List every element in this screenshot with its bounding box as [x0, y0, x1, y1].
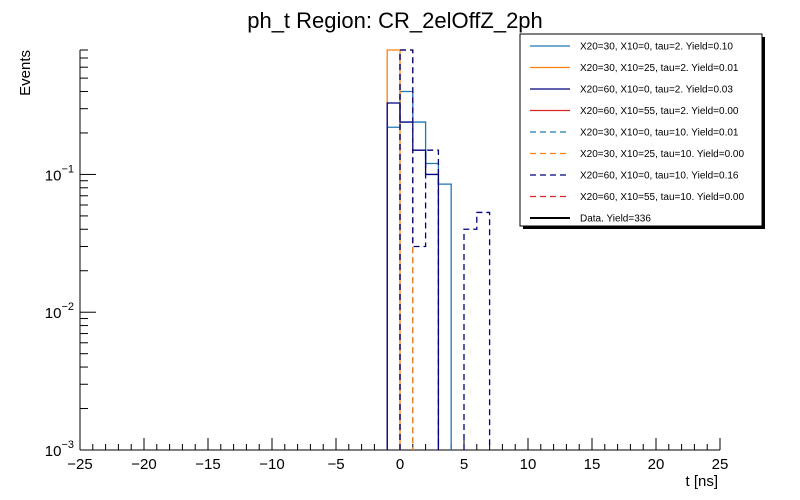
x-tick-label: −5: [327, 456, 344, 473]
histogram-series: [386, 90, 452, 450]
x-tick-label: −10: [259, 456, 284, 473]
legend-entry-label: X20=30, X10=25, tau=10. Yield=0.00: [580, 149, 744, 160]
legend-entry-label: X20=60, X10=55, tau=2. Yield=0.00: [580, 106, 739, 117]
legend-entry-label: X20=60, X10=0, tau=2. Yield=0.03: [580, 85, 733, 96]
x-tick-label: −20: [131, 456, 156, 473]
y-tick-label: 10−3: [45, 439, 74, 460]
legend-entry-label: Data. Yield=336: [580, 214, 651, 225]
plot-area: −25 −20 −15 −10 −5 0 5 10 15 20 25 10−3 10−2 10−1: [45, 49, 729, 473]
legend-entry-label: X20=30, X10=25, tau=2. Yield=0.01: [580, 63, 739, 74]
legend-box: [519, 33, 763, 227]
legend-entry-label: X20=30, X10=0, tau=2. Yield=0.10: [580, 42, 733, 53]
histogram-series: [399, 49, 414, 450]
x-tick-label: −25: [67, 456, 92, 473]
histogram-series: [386, 102, 440, 450]
histogram-series: [463, 211, 491, 450]
x-tick-label: 10: [520, 456, 537, 473]
histogram-series: [399, 49, 440, 450]
legend-entry-label: X20=30, X10=0, tau=10. Yield=0.01: [580, 128, 739, 139]
x-tick-label: 0: [396, 456, 404, 473]
y-axis-label: Events: [17, 50, 34, 96]
x-tick-label: −15: [195, 456, 220, 473]
x-tick-label: 5: [460, 456, 468, 473]
y-tick-label: 10−1: [45, 163, 74, 184]
y-tick-label: 10−2: [45, 301, 74, 322]
legend: X20=30, X10=0, tau=2. Yield=0.10 X20=30, …: [519, 33, 765, 229]
x-tick-label: 20: [648, 456, 665, 473]
legend-entry-label: X20=60, X10=55, tau=10. Yield=0.00: [580, 192, 744, 203]
x-axis-label: t [ns]: [685, 473, 718, 490]
x-tick-label: 15: [584, 456, 601, 473]
histogram-series: [386, 49, 401, 450]
chart-title: ph_t Region: CR_2elOffZ_2ph: [247, 8, 543, 33]
legend-entry-label: X20=60, X10=0, tau=10. Yield=0.16: [580, 171, 739, 182]
histogram-series: [399, 49, 414, 450]
x-tick-label: 25: [712, 456, 729, 473]
